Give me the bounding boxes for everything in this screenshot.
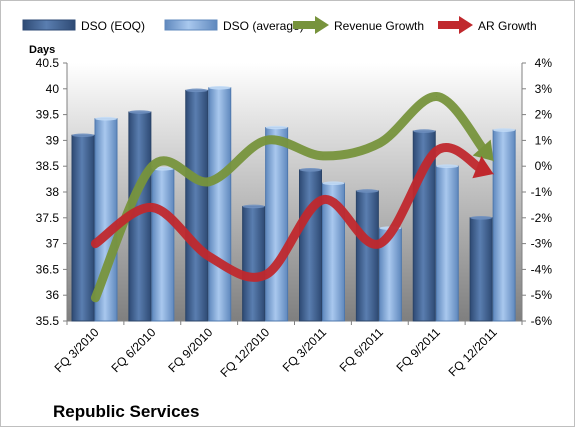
x-axis-ticks: FQ 3/2010 FQ 6/2010 FQ 9/2010 FQ 12/2010 FQ … bbox=[52, 321, 523, 380]
left-tick-label: 36 bbox=[46, 288, 60, 302]
x-tick-label: FQ 12/2011 bbox=[446, 325, 500, 379]
point-ar-growth bbox=[265, 274, 267, 276]
x-tick-label: FQ 3/2010 bbox=[52, 325, 102, 375]
right-tick-label: 1% bbox=[535, 133, 553, 147]
legend-swatch-dso-eoq bbox=[22, 19, 76, 31]
legend-item-ar-growth: AR Growth bbox=[438, 16, 537, 34]
point-ar-growth bbox=[94, 243, 96, 245]
bar-dso-average bbox=[492, 129, 516, 322]
y-axis-title: Days bbox=[29, 44, 55, 56]
right-axis-ticks: -6% -5% -4% -3% -2% -1% 0% 1% 2% 3% 4% bbox=[522, 56, 552, 328]
bar-cap-dso-eoq bbox=[72, 133, 94, 138]
right-tick-label: -1% bbox=[531, 185, 553, 199]
bar-dso-average bbox=[208, 87, 232, 322]
bar-cap-dso-eoq bbox=[413, 129, 436, 133]
point-revenue-growth bbox=[208, 181, 210, 183]
point-revenue-growth bbox=[265, 139, 267, 141]
bar-cap-dso-eoq bbox=[356, 189, 379, 193]
legend-label-ar-growth: AR Growth bbox=[478, 19, 537, 33]
legend-swatch-dso-average bbox=[164, 19, 218, 31]
line-series-group bbox=[90, 92, 495, 303]
arrowhead-ar-growth bbox=[472, 156, 494, 179]
left-tick-label: 37 bbox=[46, 237, 60, 251]
point-ar-growth bbox=[436, 150, 438, 152]
left-tick-label: 40 bbox=[46, 82, 60, 96]
left-axis-ticks: 35.5 36 36.5 37 37.5 38 38.5 39 39.5 40 40.5 bbox=[36, 56, 67, 328]
point-revenue-growth bbox=[322, 155, 324, 157]
bar-cap-dso-average bbox=[151, 166, 174, 171]
line-ar-growth bbox=[90, 143, 486, 282]
right-tick-label: -4% bbox=[531, 262, 553, 276]
bar-dso-eoq bbox=[469, 217, 493, 322]
bar-dso-eoq bbox=[71, 134, 95, 322]
x-tick-label: FQ 3/2011 bbox=[280, 325, 330, 375]
point-ar-growth bbox=[379, 243, 381, 245]
right-tick-label: 4% bbox=[535, 56, 553, 70]
left-tick-label: 36.5 bbox=[36, 262, 60, 276]
x-tick-label: FQ 9/2010 bbox=[165, 325, 215, 375]
legend-arrow-ar-growth bbox=[459, 16, 473, 34]
x-tick-label: FQ 9/2011 bbox=[393, 325, 443, 375]
legend-item-revenue-growth: Revenue Growth bbox=[293, 16, 424, 34]
right-tick-label: 0% bbox=[535, 159, 553, 173]
left-tick-label: 38 bbox=[46, 185, 60, 199]
x-tick-label: FQ 6/2010 bbox=[108, 325, 158, 375]
line-revenue-growth bbox=[90, 92, 489, 303]
point-revenue-growth bbox=[436, 96, 438, 98]
left-tick-label: 39 bbox=[46, 133, 60, 147]
x-tick-label: FQ 6/2011 bbox=[337, 325, 387, 375]
bar-cap-dso-eoq bbox=[128, 110, 151, 114]
point-ar-growth bbox=[151, 206, 153, 208]
bar-cap-dso-eoq bbox=[242, 204, 265, 209]
left-tick-label: 38.5 bbox=[36, 159, 60, 173]
legend-arrow-revenue-growth bbox=[315, 16, 329, 34]
arrowhead-revenue-growth bbox=[472, 139, 494, 162]
bar-cap-dso-eoq bbox=[470, 216, 493, 220]
legend-label-dso-eoq: DSO (EOQ) bbox=[81, 19, 145, 33]
point-revenue-growth bbox=[94, 297, 96, 299]
point-revenue-growth bbox=[379, 142, 381, 144]
point-ar-growth bbox=[322, 199, 324, 201]
bar-cap-dso-average bbox=[95, 116, 117, 121]
right-tick-label: -5% bbox=[531, 288, 553, 302]
bar-dso-eoq bbox=[242, 205, 266, 322]
bar-cap-dso-average bbox=[208, 85, 231, 90]
left-tick-label: 35.5 bbox=[36, 314, 60, 328]
left-tick-label: 37.5 bbox=[36, 211, 60, 225]
right-tick-label: -3% bbox=[531, 237, 553, 251]
bar-cap-dso-average bbox=[265, 125, 288, 130]
bar-dso-average bbox=[151, 168, 175, 322]
bar-dso-eoq bbox=[355, 190, 379, 322]
bar-cap-dso-eoq bbox=[299, 168, 322, 172]
bar-series-group bbox=[71, 85, 516, 322]
bar-cap-dso-average bbox=[436, 164, 459, 168]
bar-dso-average bbox=[265, 127, 289, 322]
bar-cap-dso-average bbox=[493, 128, 516, 132]
legend: DSO (EOQ) DSO (average) Revenue Growth A… bbox=[22, 16, 537, 34]
legend-label-dso-average: DSO (average) bbox=[223, 19, 304, 33]
point-revenue-growth bbox=[151, 165, 153, 167]
bar-dso-eoq bbox=[299, 169, 322, 322]
x-tick-label: FQ 12/2010 bbox=[217, 325, 272, 380]
bar-cap-dso-eoq bbox=[185, 88, 208, 93]
left-tick-label: 39.5 bbox=[36, 108, 60, 122]
right-tick-label: -6% bbox=[531, 314, 553, 328]
company-name: Republic Services bbox=[53, 402, 199, 421]
right-tick-label: -2% bbox=[531, 211, 553, 225]
bar-cap-dso-average bbox=[322, 181, 345, 186]
left-tick-label: 40.5 bbox=[36, 56, 60, 70]
legend-label-revenue-growth: Revenue Growth bbox=[334, 19, 424, 33]
right-tick-label: 3% bbox=[535, 82, 553, 96]
legend-item-dso-eoq: DSO (EOQ) bbox=[22, 19, 145, 33]
point-ar-growth bbox=[208, 256, 210, 257]
right-tick-label: 2% bbox=[535, 108, 553, 122]
bar-dso-average bbox=[435, 165, 459, 322]
legend-item-dso-average: DSO (average) bbox=[164, 19, 304, 33]
bar-dso-eoq bbox=[185, 89, 209, 322]
